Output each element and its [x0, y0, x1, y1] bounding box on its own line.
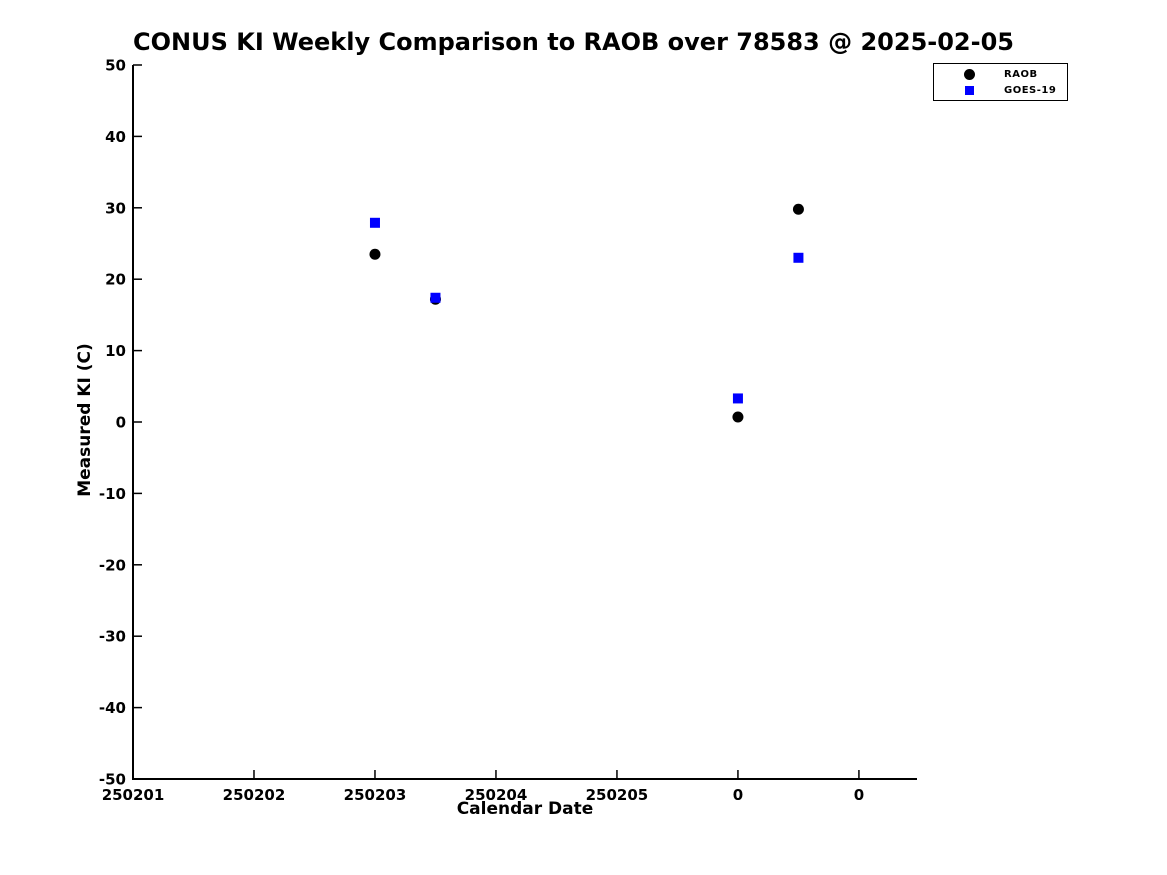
raob-point — [732, 411, 744, 423]
goes-19-point — [732, 393, 743, 404]
x-axis-label: Calendar Date — [456, 799, 594, 819]
legend-label-goes19: GOES-19 — [1004, 84, 1057, 96]
goes-19-point — [793, 252, 804, 263]
x-tick-label: 250205 — [586, 786, 649, 804]
y-axis-label: Measured KI (C) — [75, 343, 95, 497]
x-tick-label: 250203 — [344, 786, 407, 804]
raob-circle-icon — [963, 68, 975, 80]
raob-point — [369, 248, 381, 260]
legend-item-goes19: GOES-19 — [934, 83, 1067, 98]
y-tick-label: -40 — [99, 699, 126, 717]
y-tick-label: 40 — [105, 128, 126, 146]
y-tick-label: -30 — [99, 628, 126, 646]
y-tick-label: 0 — [116, 414, 126, 432]
y-tick-label: -10 — [99, 485, 126, 503]
goes-19-point — [430, 292, 441, 303]
x-tick-label: 250202 — [223, 786, 286, 804]
x-tick-label: 250204 — [465, 786, 528, 804]
y-tick-label: -50 — [99, 771, 126, 789]
legend-marker-cell — [934, 68, 1004, 80]
legend-item-raob: RAOB — [934, 67, 1067, 82]
x-tick-label: 0 — [854, 786, 864, 804]
chart-title: CONUS KI Weekly Comparison to RAOB over … — [133, 28, 1014, 56]
legend-label-raob: RAOB — [1004, 68, 1038, 80]
x-tick-label: 0 — [733, 786, 743, 804]
y-tick-label: 10 — [105, 342, 126, 360]
goes-19-point — [369, 217, 380, 228]
legend-marker-cell — [934, 85, 1004, 95]
x-tick-label: 250201 — [102, 786, 165, 804]
goes19-square-icon — [964, 85, 974, 95]
legend: RAOB GOES-19 — [933, 63, 1068, 101]
y-tick-label: 30 — [105, 199, 126, 217]
raob-point — [792, 203, 804, 215]
y-tick-label: -20 — [99, 556, 126, 574]
y-tick-label: 50 — [105, 57, 126, 75]
y-tick-label: 20 — [105, 271, 126, 289]
